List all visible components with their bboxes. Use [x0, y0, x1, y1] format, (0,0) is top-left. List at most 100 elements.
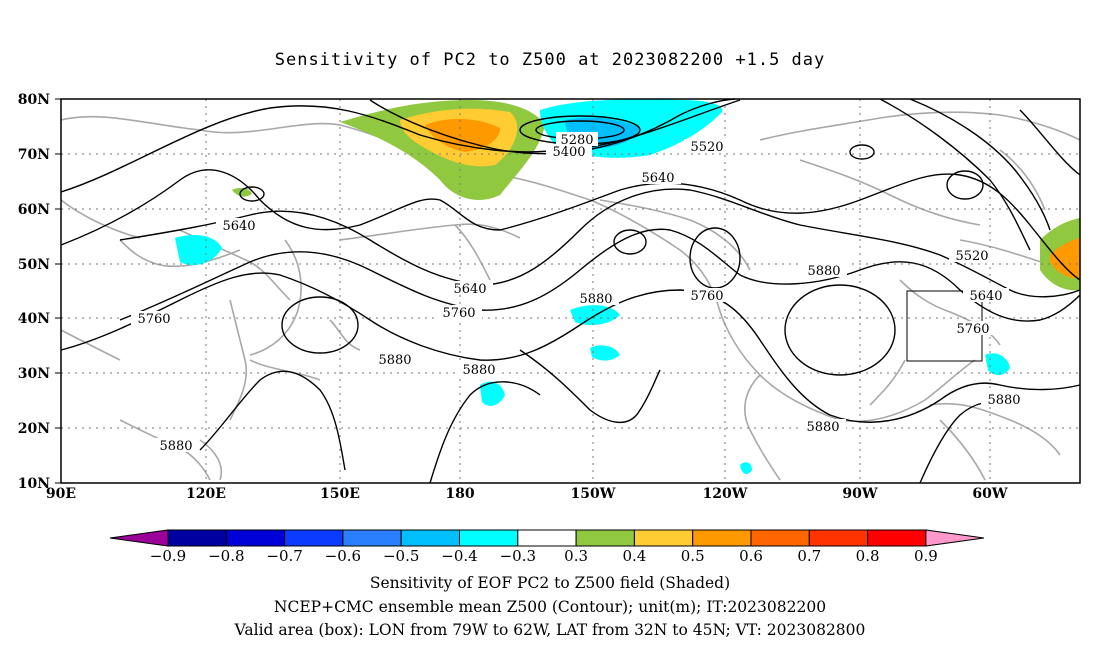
colorbar-label: 0.7: [797, 547, 821, 565]
lon-label: 150E: [320, 486, 360, 502]
contour-closed-small-1: [613, 229, 647, 255]
lon-label: 120E: [186, 486, 226, 502]
contour-east-trough-1: [879, 98, 1031, 251]
lon-label: 60W: [972, 486, 1007, 502]
colorbar-swatch: [750, 529, 810, 547]
shade-negative-south: [480, 381, 505, 406]
colorbar-swatch: [692, 529, 752, 547]
svg-text:5760: 5760: [690, 289, 723, 304]
contour-5760: [119, 228, 1081, 322]
map-frame: [60, 98, 1081, 484]
colorbar-swatch: [867, 529, 927, 547]
colorbar-swatch: [517, 529, 577, 547]
contour-label: 5880: [981, 392, 1027, 408]
shade-positive-east-core: [1050, 238, 1080, 279]
colorbar: −0.9 −0.8 −0.7 −0.6 −0.5 −0.4 −0.3 0.3 0.4 0.5 0.6…: [109, 529, 984, 565]
shade-positive-orange: [425, 118, 500, 152]
colorbar-label: 0.8: [856, 547, 880, 565]
svg-text:5880: 5880: [159, 439, 192, 454]
colorbar-label: 0.3: [564, 547, 588, 565]
lon-label: 90W: [842, 486, 877, 502]
colorbar-label: −0.3: [500, 547, 536, 565]
footer-line-valid-area: Valid area (box): LON from 79W to 62W, L…: [234, 621, 866, 639]
shade-positive-small: [232, 187, 252, 197]
lat-label: 40N: [18, 311, 50, 327]
svg-text:5520: 5520: [690, 140, 723, 155]
contour-label-group: 5280 5400 5520 5640 5640 5640 5640 5760 …: [131, 132, 1027, 454]
svg-text:5760: 5760: [137, 312, 170, 327]
svg-text:5640: 5640: [969, 289, 1002, 304]
contour-label: 5640: [635, 170, 681, 186]
contour-closed-small-3: [946, 170, 984, 200]
contour-label: 5640: [963, 288, 1009, 304]
contour-closed-small-4: [849, 144, 875, 160]
shade-negative-small: [740, 462, 752, 475]
footer-line-shaded: Sensitivity of EOF PC2 to Z500 field (Sh…: [369, 574, 731, 592]
contour-east-trough-2: [909, 98, 1051, 231]
svg-text:5640: 5640: [641, 171, 674, 186]
shade-negative-west: [175, 235, 222, 266]
shade-negative-center: [590, 345, 620, 361]
contour-label: 5640: [216, 218, 262, 234]
contour-5880-high-east: [784, 284, 896, 376]
colorbar-label: −0.4: [441, 547, 477, 565]
contour-5520: [60, 169, 1081, 281]
lon-label: 120W: [703, 486, 748, 502]
contour-label: 5760: [436, 305, 482, 321]
colorbar-arrow-right: [925, 529, 984, 547]
contour-south-3: [519, 349, 661, 424]
colorbar-swatch: [284, 529, 344, 547]
contour-label: 5520: [684, 139, 730, 155]
svg-text:5520: 5520: [955, 249, 988, 264]
svg-text:5760: 5760: [442, 306, 475, 321]
colorbar-arrow-left: [109, 529, 169, 547]
lon-label: 180: [445, 486, 474, 502]
lat-label: 50N: [18, 257, 50, 273]
svg-text:5400: 5400: [552, 145, 585, 160]
colorbar-label: −0.8: [208, 547, 244, 565]
contour-label: 5880: [573, 291, 619, 307]
colorbar-label: 0.9: [914, 547, 938, 565]
svg-text:5760: 5760: [956, 322, 989, 337]
contour-label: 5760: [684, 288, 730, 304]
colorbar-swatch: [633, 529, 694, 547]
chart-title: Sensitivity of PC2 to Z500 at 2023082200…: [274, 50, 826, 70]
colorbar-label: −0.5: [383, 547, 419, 565]
contour-label: 5880: [801, 263, 847, 279]
contour-label: 5880: [372, 352, 418, 368]
lon-labels: 90E 120E 150E 180 150W 120W 90W 60W: [46, 486, 1008, 502]
svg-text:5880: 5880: [462, 363, 495, 378]
lat-label: 80N: [18, 92, 50, 108]
footer-line-contour: NCEP+CMC ensemble mean Z500 (Contour); u…: [273, 598, 827, 616]
contour-label: 5880: [800, 419, 846, 435]
colorbar-label: −0.9: [150, 547, 186, 565]
contour-5880-high-west: [281, 296, 359, 354]
svg-text:5640: 5640: [453, 282, 486, 297]
contour-label: 5520: [949, 248, 995, 264]
svg-text:5880: 5880: [987, 393, 1020, 408]
shade-negative-atlantic: [985, 353, 1010, 376]
colorbar-swatch: [167, 529, 227, 547]
lon-label: 90E: [46, 486, 76, 502]
contour-label: 5640: [447, 281, 493, 297]
contour-south-1: [199, 370, 346, 471]
svg-text:5880: 5880: [378, 353, 411, 368]
colorbar-label: 0.4: [622, 547, 646, 565]
contour-5880: [60, 272, 1081, 423]
lon-label: 150W: [571, 486, 616, 502]
lat-label: 30N: [18, 366, 50, 382]
colorbar-swatch: [459, 529, 519, 547]
colorbar-label: −0.7: [266, 547, 302, 565]
contour-east-trough-3: [1019, 109, 1081, 176]
svg-text:5880: 5880: [807, 264, 840, 279]
contour-south-2: [429, 381, 541, 484]
colorbar-swatch: [400, 529, 461, 547]
colorbar-swatch: [808, 529, 869, 547]
lat-label: 60N: [18, 202, 50, 218]
colorbar-label: 0.6: [739, 547, 763, 565]
contour-label: 5880: [153, 438, 199, 454]
svg-text:5880: 5880: [579, 292, 612, 307]
contour-label: 5400: [546, 144, 592, 160]
lat-label: 70N: [18, 147, 50, 163]
